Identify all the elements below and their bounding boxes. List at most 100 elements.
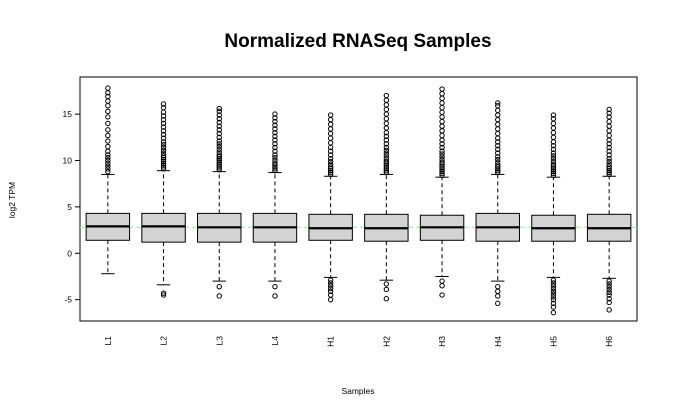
outlier-point <box>216 157 222 164</box>
outlier-point <box>105 132 111 139</box>
outlier-point <box>606 148 612 154</box>
outlier-point <box>383 92 390 99</box>
outlier-point <box>160 101 167 107</box>
outlier-point <box>216 149 222 155</box>
outlier-point <box>550 168 557 175</box>
outlier-point <box>105 85 111 91</box>
box-L1 <box>85 85 131 275</box>
box-H2 <box>364 92 409 302</box>
outlier-point <box>495 159 501 166</box>
outlier-point <box>606 286 612 293</box>
outlier-point <box>495 283 501 290</box>
outlier-point <box>606 307 612 313</box>
outlier-point <box>550 167 557 173</box>
outlier-point <box>495 112 501 118</box>
outlier-point <box>105 168 111 175</box>
outlier-point <box>327 152 334 158</box>
outlier-point <box>439 104 445 111</box>
outlier-point <box>105 155 111 161</box>
outlier-point <box>272 122 278 128</box>
outlier-point <box>439 123 445 129</box>
outlier-point <box>216 293 222 299</box>
outlier-point <box>160 156 167 163</box>
outlier-point <box>439 118 445 125</box>
outlier-point <box>105 127 111 133</box>
outlier-point <box>550 170 557 177</box>
outlier-point <box>606 118 612 125</box>
outlier-point <box>327 169 334 176</box>
outlier-point <box>160 164 167 170</box>
outlier-point <box>105 143 111 150</box>
outlier-point <box>216 134 222 141</box>
outlier-point <box>383 111 390 117</box>
outlier-point <box>327 280 334 286</box>
x-tick-label: H5 <box>548 336 558 347</box>
y-tick-label: -5 <box>64 295 72 305</box>
outlier-point <box>550 283 557 289</box>
outlier-point <box>550 300 557 307</box>
x-tick-label: L4 <box>270 336 280 346</box>
outlier-point <box>383 102 390 108</box>
outlier-point <box>495 166 501 172</box>
outlier-point <box>105 166 111 172</box>
box-H5 <box>531 112 576 316</box>
x-tick-label: H4 <box>493 336 503 347</box>
outlier-point <box>272 141 278 147</box>
outlier-point <box>383 166 390 172</box>
outlier-point <box>383 116 390 122</box>
y-tick-label: 10 <box>63 155 73 165</box>
outlier-point <box>327 161 334 167</box>
outlier-point <box>272 111 278 117</box>
outlier-point <box>606 281 612 287</box>
outlier-point <box>216 141 222 147</box>
outlier-point <box>439 156 445 163</box>
outlier-point <box>383 286 390 293</box>
outlier-point <box>495 130 501 137</box>
outlier-point <box>439 114 445 120</box>
outlier-point <box>439 86 445 92</box>
outlier-point <box>439 109 445 115</box>
outlier-point <box>216 112 222 118</box>
outlier-point <box>327 168 334 174</box>
outlier-point <box>105 163 111 169</box>
outlier-point <box>160 290 167 296</box>
outlier-point <box>550 285 557 292</box>
outlier-point <box>495 100 501 106</box>
outlier-point <box>327 285 334 292</box>
outlier-point <box>160 104 167 111</box>
outlier-point <box>550 155 557 162</box>
x-tick-label: L2 <box>159 336 169 346</box>
y-tick-label: 15 <box>63 109 73 119</box>
box-H3 <box>419 86 465 298</box>
outlier-point <box>327 121 334 128</box>
outlier-point <box>216 108 222 115</box>
y-axis-label: log2 TPM <box>7 182 17 218</box>
outlier-point <box>272 283 278 290</box>
outlier-point <box>160 162 167 168</box>
outlier-point <box>550 172 557 179</box>
box-L2 <box>141 101 186 298</box>
outlier-point <box>439 167 445 173</box>
outlier-point <box>606 158 612 165</box>
outlier-point <box>272 160 278 166</box>
outlier-point <box>606 292 612 298</box>
outlier-point <box>606 128 612 134</box>
outlier-point <box>550 146 557 153</box>
outlier-point <box>216 146 222 153</box>
outlier-point <box>272 157 278 164</box>
outlier-point <box>606 169 612 176</box>
outlier-point <box>383 133 390 140</box>
outlier-point <box>550 116 557 122</box>
outlier-point <box>105 114 111 120</box>
outlier-point <box>550 125 557 131</box>
outlier-point <box>327 126 334 132</box>
outlier-point <box>160 153 167 159</box>
outlier-point <box>216 127 222 133</box>
outlier-point <box>439 154 445 160</box>
outlier-point <box>272 115 278 121</box>
outlier-point <box>105 138 111 144</box>
outlier-point <box>606 123 612 129</box>
outlier-point <box>216 283 222 290</box>
outlier-point <box>327 112 334 118</box>
outlier-point <box>383 150 390 156</box>
